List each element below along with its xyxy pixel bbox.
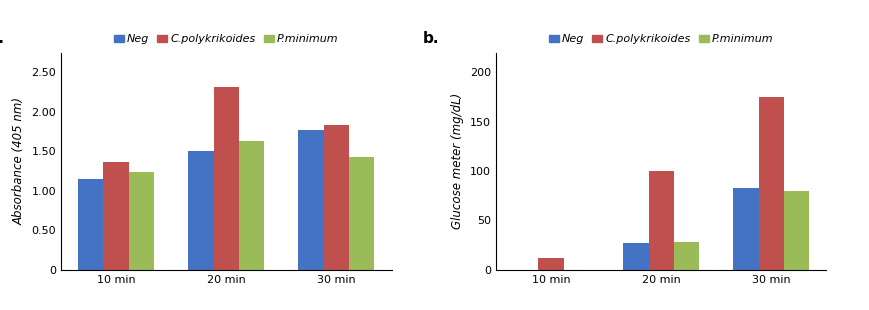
- Bar: [538, 258, 563, 270]
- Bar: [103, 162, 129, 270]
- Bar: [647, 171, 673, 270]
- Bar: [783, 191, 808, 270]
- Bar: [622, 243, 647, 270]
- Y-axis label: Absorbance (405 nm): Absorbance (405 nm): [13, 97, 26, 225]
- Bar: [298, 130, 323, 270]
- Legend: Neg, C.polykrikoides, P.minimum: Neg, C.polykrikoides, P.minimum: [544, 30, 777, 49]
- Bar: [213, 87, 239, 270]
- Bar: [733, 188, 758, 270]
- Bar: [188, 151, 213, 270]
- Bar: [239, 141, 264, 270]
- Legend: Neg, C.polykrikoides, P.minimum: Neg, C.polykrikoides, P.minimum: [109, 30, 342, 49]
- Text: b.: b.: [422, 31, 439, 46]
- Bar: [129, 172, 154, 270]
- Bar: [78, 179, 103, 270]
- Y-axis label: Glucose meter (mg/dL): Glucose meter (mg/dL): [451, 93, 464, 229]
- Bar: [323, 125, 348, 270]
- Bar: [673, 242, 699, 270]
- Bar: [758, 97, 783, 270]
- Text: a.: a.: [0, 31, 4, 46]
- Bar: [348, 157, 374, 270]
